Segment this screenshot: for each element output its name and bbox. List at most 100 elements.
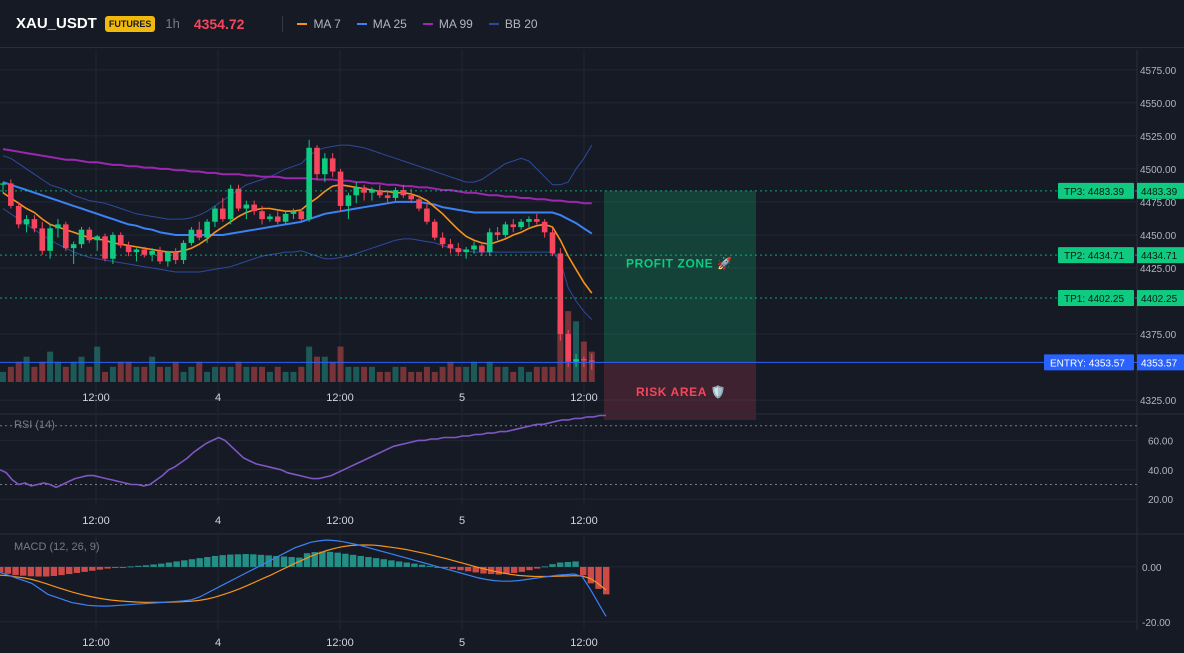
candle-body — [55, 224, 61, 229]
macd-hist-bar — [142, 565, 150, 567]
volume-bar — [486, 361, 493, 382]
level-entry: ENTRY: 4353.57 4353.57 — [0, 354, 1184, 371]
risk-zone-label: RISK AREA 🛡️ — [636, 385, 726, 399]
candle — [534, 213, 540, 225]
candle — [165, 250, 171, 267]
macd-hist-bar — [50, 566, 58, 576]
macd-hist-bar — [334, 552, 341, 567]
time-tick-label: 12:00 — [570, 637, 598, 649]
macd-hist-bar — [0, 566, 4, 573]
candle — [502, 221, 509, 238]
macd-hist-bar — [303, 553, 311, 567]
legend-ma99[interactable]: MA 99 — [422, 17, 473, 31]
candle-body — [471, 245, 477, 250]
macd-hist-bar — [73, 566, 81, 573]
level-tp3: TP3: 4483.39 4483.39 — [0, 182, 1184, 199]
candle — [557, 248, 564, 341]
volume-bar — [549, 366, 556, 382]
timeframe-selector[interactable]: 1h — [165, 16, 180, 31]
candle — [541, 219, 548, 238]
candle-body — [172, 252, 179, 261]
macd-hist-bar — [349, 554, 357, 567]
level-tag — [1058, 290, 1134, 307]
candle — [329, 153, 336, 177]
volume-bar — [463, 366, 470, 382]
candle-body — [573, 359, 579, 362]
candle — [94, 234, 100, 251]
level-tag-text: ENTRY: 4353.57 — [1050, 358, 1125, 369]
level-tag — [1058, 182, 1134, 199]
volume-bar — [306, 346, 313, 382]
legend-ma7-label: MA 7 — [313, 16, 341, 31]
macd-hist-bar — [395, 561, 403, 567]
candle — [353, 182, 360, 204]
volume-bar — [62, 366, 69, 382]
symbol-title[interactable]: XAU_USDT — [16, 15, 97, 32]
candle-body — [110, 234, 116, 259]
candle-body — [361, 187, 367, 193]
volume-bar — [39, 361, 46, 382]
axis-price-tag — [1137, 182, 1184, 199]
candle-body — [102, 236, 108, 259]
candle-body — [588, 360, 595, 362]
candle-body — [243, 204, 250, 209]
bb20-swatch — [488, 22, 499, 25]
time-tick-label: 12:00 — [570, 392, 598, 404]
axis-price-tag-text: 4483.39 — [1141, 187, 1178, 198]
volume-bar — [525, 371, 532, 382]
candle — [581, 356, 587, 368]
candle-body — [486, 232, 493, 253]
volume-bar — [423, 366, 430, 382]
volume-bar — [70, 361, 77, 382]
volume-bar — [557, 321, 564, 382]
candle — [212, 205, 218, 228]
legend-ma7[interactable]: MA 7 — [297, 16, 341, 31]
candle-body — [502, 224, 509, 235]
axis-price-tag — [1137, 354, 1184, 371]
macd-hist-bar — [418, 564, 426, 567]
volume-bar — [447, 361, 454, 382]
candle — [110, 232, 116, 265]
candle — [86, 227, 93, 243]
legend-bb20[interactable]: BB 20 — [488, 17, 538, 31]
volume-bar — [400, 366, 407, 382]
volume-bar — [172, 361, 179, 382]
macd-hist-bar — [441, 566, 449, 569]
candle-body — [196, 229, 203, 238]
profit-zone — [604, 190, 756, 363]
candle-body — [424, 208, 430, 222]
volume-bar — [219, 366, 226, 382]
chart-header: XAU_USDT FUTURES 1h 4354.72 MA 7 MA 25 M… — [0, 0, 1184, 48]
candle — [290, 208, 297, 220]
candle — [188, 227, 195, 246]
price-tick-label: 4450.00 — [1140, 231, 1177, 242]
candle — [400, 184, 407, 198]
macd-hist-bar — [273, 555, 280, 567]
volume-bar — [345, 366, 352, 382]
legend-ma25[interactable]: MA 25 — [356, 17, 407, 31]
rsi-line — [0, 414, 606, 489]
macd-hist-bar — [242, 554, 249, 567]
candle — [125, 241, 132, 257]
candle — [306, 139, 312, 222]
candle-body — [149, 250, 155, 255]
volume-bar — [533, 366, 540, 382]
candle-body — [463, 249, 469, 253]
macd-hist-bar — [572, 561, 579, 567]
macd-signal-line — [0, 544, 607, 603]
candle-body — [431, 221, 438, 238]
macd-hist-bar — [204, 557, 211, 567]
macd-hist-bar — [595, 566, 602, 589]
volume-bar — [573, 321, 580, 382]
volume-bar — [164, 366, 171, 382]
volume-bar — [478, 366, 485, 382]
macd-hist-bar — [296, 557, 303, 567]
candle — [337, 168, 344, 212]
candle-body — [384, 195, 391, 198]
price-tick-label: 4425.00 — [1140, 264, 1177, 275]
macd-hist-bar — [165, 562, 173, 567]
macd-hist-bar — [579, 566, 587, 576]
price-tick-label: 4525.00 — [1140, 132, 1177, 143]
time-tick-label: 5 — [459, 392, 465, 404]
